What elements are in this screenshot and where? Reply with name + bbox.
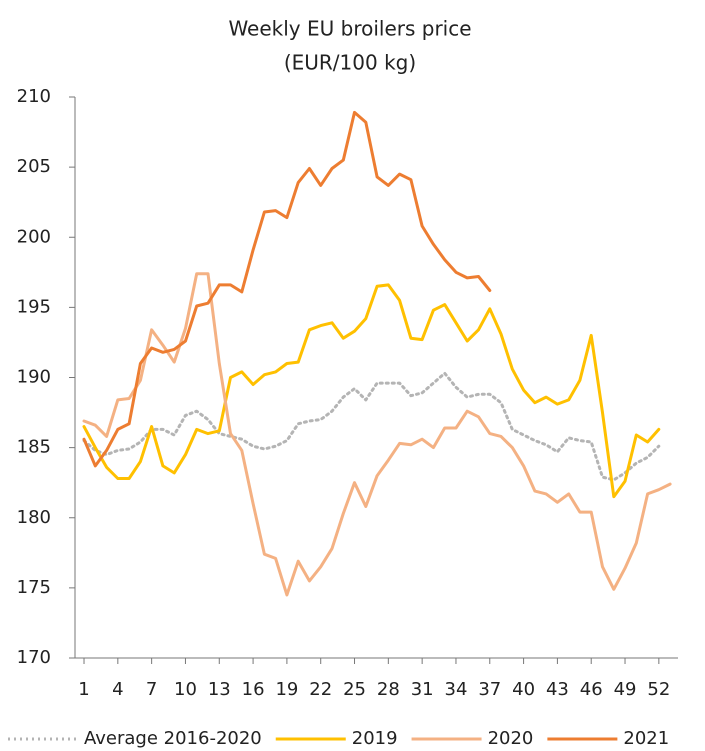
series-line bbox=[82, 272, 672, 597]
x-tick-label: 37 bbox=[478, 679, 501, 700]
x-tick-label: 43 bbox=[546, 679, 569, 700]
x-tick-label: 19 bbox=[275, 679, 298, 700]
x-tick-label: 22 bbox=[309, 679, 332, 700]
y-tick-label: 195 bbox=[17, 296, 51, 317]
y-tick-label: 200 bbox=[17, 226, 51, 247]
x-tick-label: 46 bbox=[580, 679, 603, 700]
legend-label: 2019 bbox=[352, 728, 398, 749]
legend-label: Average 2016-2020 bbox=[84, 728, 262, 749]
y-tick-label: 175 bbox=[17, 577, 51, 598]
x-tick-label: 40 bbox=[512, 679, 535, 700]
x-tick-label: 10 bbox=[174, 679, 197, 700]
legend-label: 2021 bbox=[623, 728, 669, 749]
x-tick-label: 4 bbox=[112, 679, 123, 700]
x-tick-label: 28 bbox=[377, 679, 400, 700]
series-line bbox=[82, 110, 492, 468]
series-line bbox=[82, 371, 661, 482]
x-tick-label: 1 bbox=[78, 679, 89, 700]
chart-subtitle: (EUR/100 kg) bbox=[284, 51, 416, 75]
x-tick-label: 49 bbox=[614, 679, 637, 700]
x-tick-label: 16 bbox=[242, 679, 265, 700]
x-tick-label: 13 bbox=[208, 679, 231, 700]
y-tick-label: 210 bbox=[17, 86, 51, 107]
y-tick-label: 205 bbox=[17, 156, 51, 177]
y-tick-label: 170 bbox=[17, 647, 51, 668]
x-tick-label: 31 bbox=[411, 679, 434, 700]
x-tick-label: 7 bbox=[146, 679, 157, 700]
y-tick-label: 190 bbox=[17, 367, 51, 388]
y-tick-label: 185 bbox=[17, 437, 51, 458]
series-line bbox=[82, 283, 661, 499]
y-tick-label: 180 bbox=[17, 507, 51, 528]
chart-title: Weekly EU broilers price bbox=[228, 17, 471, 41]
x-tick-label: 52 bbox=[647, 679, 670, 700]
x-tick-label: 34 bbox=[445, 679, 468, 700]
legend-label: 2020 bbox=[488, 728, 534, 749]
x-tick-label: 25 bbox=[343, 679, 366, 700]
